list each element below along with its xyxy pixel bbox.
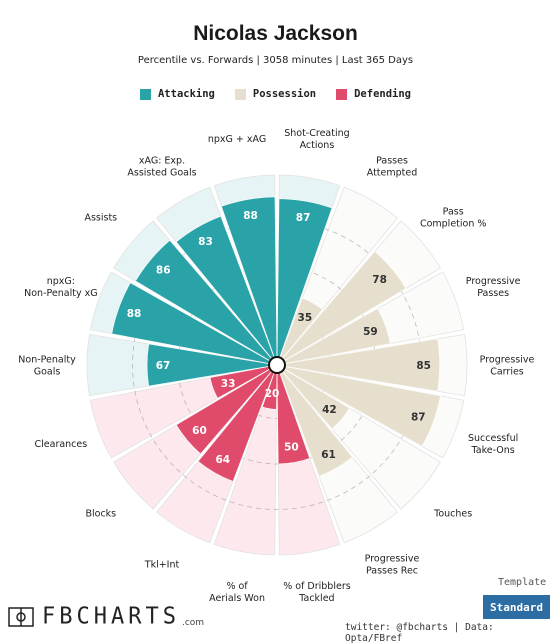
center-hole [268,356,286,374]
legend-swatch-attacking [139,88,151,100]
value-label-blocks: 60 [192,425,207,437]
category-label-progressive-carries: Carries [490,367,524,378]
legend-swatch-defending [336,88,348,100]
value-label-npxg-xag: 88 [243,210,258,222]
category-labels: Shot-CreatingActionsPassesAttemptedPassC… [18,128,534,604]
category-label-progressive-passes: Passes [477,288,509,299]
category-label-blocks: Blocks [85,508,116,519]
category-label-passes-attempted: Attempted [367,167,418,178]
category-label-xag-exp-assisted-goals: xAG: Exp. [139,155,185,166]
value-label-of-dribblers-tackled: 50 [284,442,299,454]
value-label-clearances: 33 [221,378,236,390]
legend-item-possession: Possession [234,88,317,100]
category-label-assists: Assists [84,213,117,224]
data-credit: twitter: @fbcharts | Data: Opta/FBref [345,622,494,644]
legend: Attacking Possession Defending [0,88,551,100]
category-label-xag-exp-assisted-goals: Assisted Goals [127,167,196,178]
category-label-clearances: Clearances [35,439,88,450]
legend-label-attacking: Attacking [157,88,215,100]
category-label-shot-creating-actions: Actions [300,140,335,151]
value-label-pass-completion: 78 [372,274,387,286]
category-label-npxg-xag: npxG + xAG [208,134,266,145]
category-label-progressive-carries: Progressive [480,355,535,366]
category-label-npxg-non-penalty-xg: Non-Penalty xG [24,288,97,299]
category-label-touches: Touches [433,508,472,519]
value-label-assists: 86 [156,265,171,277]
category-label-non-penalty-goals: Non-Penalty [18,355,76,366]
category-label-tkl-int: Tkl+Int [144,560,180,571]
category-label-pass-completion: Completion % [420,219,486,230]
category-label-successful-take-ons: Take-Ons [471,445,515,456]
category-label-progressive-passes: Progressive [466,276,521,287]
logo-suffix: .com [181,617,205,628]
category-label-pass-completion: Pass [443,207,464,218]
value-label-touches: 42 [322,404,337,416]
chart-subtitle: Percentile vs. Forwards | 3058 minutes |… [137,55,414,66]
value-label-progressive-passes-rec: 61 [321,449,336,461]
value-label-non-penalty-goals: 67 [156,360,171,372]
value-label-xag-exp-assisted-goals: 83 [198,236,213,248]
category-label-npxg-non-penalty-xg: npxG: [47,276,75,287]
category-label-of-dribblers-tackled: Tackled [298,593,334,604]
category-label-passes-attempted: Passes [376,155,408,166]
logo-wordmark: FBCHARTS [42,603,180,630]
value-labels: 87 35 78 59 85 87 42 61 50 20 64 60 33 67 88 86 83 88 [127,210,431,466]
template-standard-button[interactable]: Standard [483,595,550,619]
value-label-tkl-int: 64 [215,454,230,466]
category-label-of-aerials-won: Aerials Won [209,593,265,604]
template-label: Template [498,577,547,588]
value-label-npxg-non-penalty-xg: 88 [127,308,142,320]
value-label-progressive-passes: 59 [363,326,378,338]
category-label-progressive-passes-rec: Progressive [365,554,420,565]
value-label-progressive-carries: 85 [416,360,431,372]
value-label-passes-attempted: 35 [298,312,313,324]
category-label-successful-take-ons: Successful [468,433,518,444]
value-label-shot-creating-actions: 87 [296,212,311,224]
pitch-icon [8,606,34,627]
value-label-successful-take-ons: 87 [411,411,426,423]
category-label-of-dribblers-tackled: % of Dribblers [283,581,351,592]
legend-item-attacking: Attacking [139,88,215,100]
category-label-non-penalty-goals: Goals [34,367,61,378]
value-bars [111,196,441,482]
legend-swatch-possession [234,88,246,100]
legend-item-defending: Defending [336,88,411,100]
category-label-shot-creating-actions: Shot-Creating [284,128,349,139]
value-label-of-aerials-won: 20 [265,388,280,400]
category-label-of-aerials-won: % of [226,581,248,592]
category-label-progressive-passes-rec: Passes Rec [366,566,418,577]
chart-title: Nicolas Jackson [193,22,358,45]
legend-label-defending: Defending [354,88,412,100]
legend-label-possession: Possession [252,88,317,100]
fbcharts-logo: FBCHARTS .com [8,603,205,630]
